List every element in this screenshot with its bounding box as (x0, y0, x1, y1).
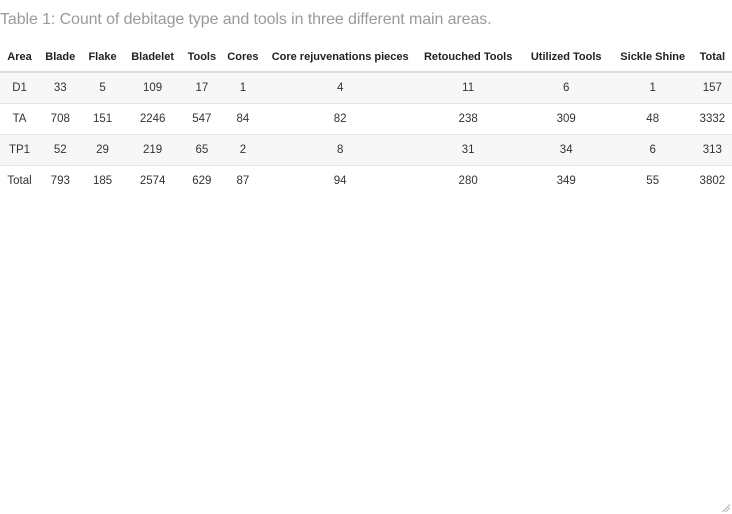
header-cores: Cores (222, 42, 264, 73)
data-table: Area Blade Flake Bladelet Tools Cores Co… (0, 42, 732, 196)
cell-sickle-shine: 1 (612, 72, 693, 104)
cell-total: 3802 (692, 165, 732, 196)
cell-core-rejuvenations: 8 (263, 134, 417, 166)
header-tools: Tools (181, 42, 223, 73)
header-blade: Blade (39, 42, 82, 73)
cell-blade: 793 (39, 165, 82, 196)
cell-flake: 185 (81, 165, 124, 196)
cell-blade: 52 (39, 134, 82, 166)
table-caption: Table 1: Count of debitage type and tool… (0, 11, 492, 28)
cell-tools: 17 (181, 72, 223, 104)
header-flake: Flake (81, 42, 124, 73)
cell-area: TA (0, 103, 40, 135)
cell-flake: 5 (81, 72, 124, 104)
header-area: Area (0, 42, 40, 73)
header-utilized-tools: Utilized Tools (519, 42, 613, 73)
resize-handle-icon[interactable] (721, 503, 730, 512)
cell-blade: 33 (39, 72, 82, 104)
header-core-rejuvenations: Core rejuvenations pieces (263, 42, 417, 73)
header-total: Total (692, 42, 732, 73)
cell-tools: 547 (181, 103, 223, 135)
cell-bladelet: 2574 (123, 165, 182, 196)
cell-area: TP1 (0, 134, 40, 166)
header-row: Area Blade Flake Bladelet Tools Cores Co… (0, 42, 732, 73)
cell-flake: 29 (81, 134, 124, 166)
cell-bladelet: 219 (123, 134, 182, 166)
cell-cores: 1 (222, 72, 264, 104)
header-bladelet: Bladelet (123, 42, 182, 73)
cell-bladelet: 109 (123, 72, 182, 104)
cell-area: D1 (0, 72, 40, 104)
table-row: TA 708 151 2246 547 84 82 238 309 48 333… (0, 103, 732, 135)
cell-core-rejuvenations: 94 (263, 165, 417, 196)
cell-core-rejuvenations: 82 (263, 103, 417, 135)
cell-bladelet: 2246 (123, 103, 182, 135)
table-row-total: Total 793 185 2574 629 87 94 280 349 55 … (0, 165, 732, 196)
cell-sickle-shine: 48 (612, 103, 693, 135)
cell-sickle-shine: 55 (612, 165, 693, 196)
cell-retouched-tools: 11 (416, 72, 520, 104)
cell-sickle-shine: 6 (612, 134, 693, 166)
cell-utilized-tools: 6 (519, 72, 613, 104)
cell-retouched-tools: 280 (416, 165, 520, 196)
cell-utilized-tools: 34 (519, 134, 613, 166)
cell-tools: 629 (181, 165, 223, 196)
header-sickle-shine: Sickle Shine (612, 42, 693, 73)
cell-cores: 87 (222, 165, 264, 196)
cell-tools: 65 (181, 134, 223, 166)
table-row: TP1 52 29 219 65 2 8 31 34 6 313 (0, 134, 732, 166)
cell-retouched-tools: 31 (416, 134, 520, 166)
cell-cores: 84 (222, 103, 264, 135)
cell-retouched-tools: 238 (416, 103, 520, 135)
cell-flake: 151 (81, 103, 124, 135)
cell-core-rejuvenations: 4 (263, 72, 417, 104)
cell-area: Total (0, 165, 40, 196)
cell-utilized-tools: 349 (519, 165, 613, 196)
cell-total: 313 (692, 134, 732, 166)
cell-utilized-tools: 309 (519, 103, 613, 135)
table-row: D1 33 5 109 17 1 4 11 6 1 157 (0, 72, 732, 104)
cell-cores: 2 (222, 134, 264, 166)
cell-total: 3332 (692, 103, 732, 135)
cell-blade: 708 (39, 103, 82, 135)
cell-total: 157 (692, 72, 732, 104)
header-retouched-tools: Retouched Tools (416, 42, 520, 73)
